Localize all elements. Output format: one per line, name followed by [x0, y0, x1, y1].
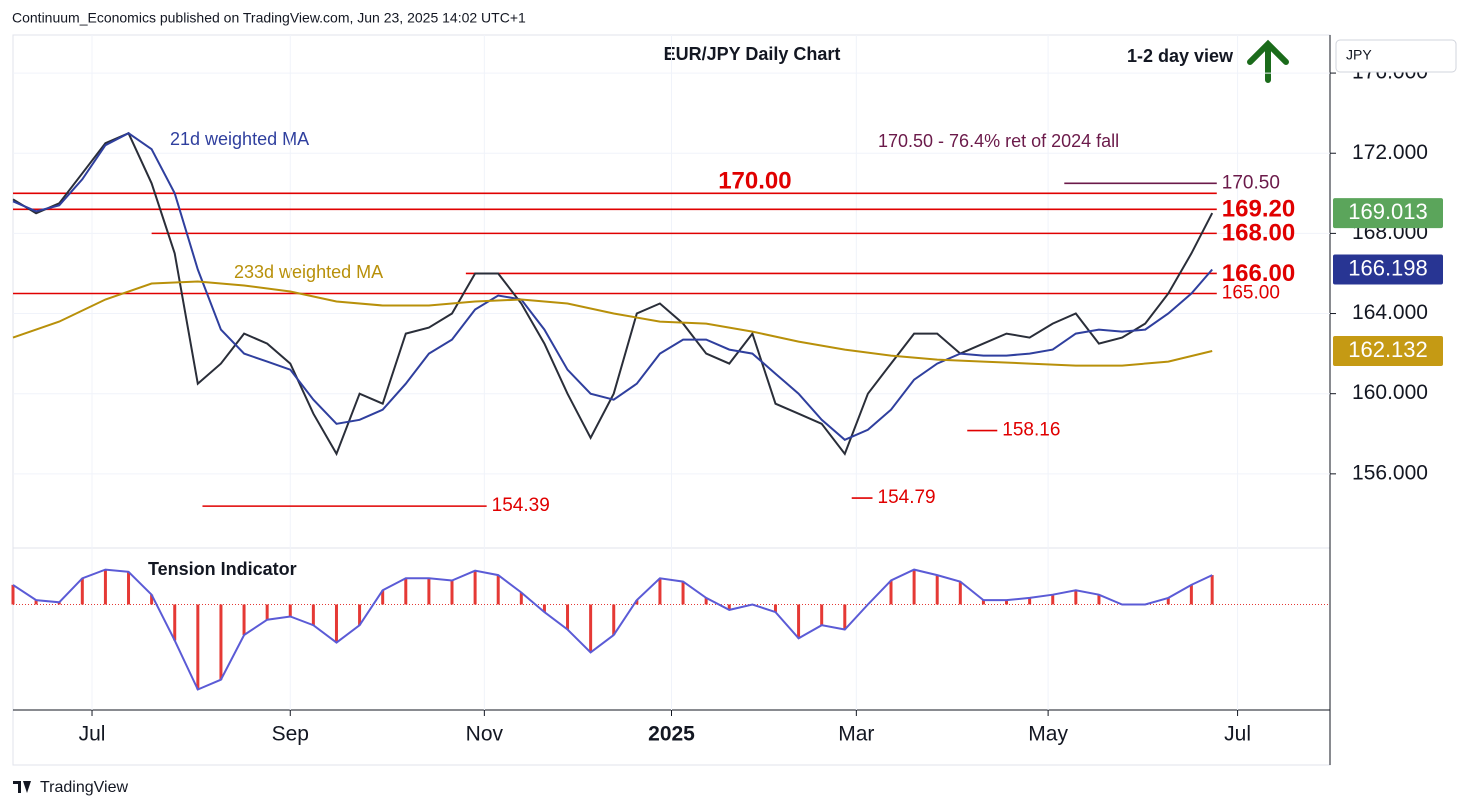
ma21-label: 21d weighted MA [170, 129, 309, 149]
currency: JPY [1346, 47, 1372, 63]
level-label: 170.50 [1222, 172, 1280, 193]
brand: TradingView [40, 779, 128, 796]
price-line [12, 280, 1213, 367]
indicator-line [12, 568, 1213, 691]
price-tag-label: 166.198 [1348, 255, 1428, 280]
view-label: 1-2 day view [1127, 46, 1234, 66]
indicator-title: Tension Indicator [148, 559, 297, 579]
level-label: 158.16 [1002, 420, 1060, 441]
retracement-note: 170.50 - 76.4% ret of 2024 fall [878, 131, 1119, 151]
y-tick-label: 172.000 [1352, 141, 1428, 164]
price-tag [1333, 335, 1443, 366]
x-tick-label: Jul [79, 723, 106, 746]
ma233-label: 233d weighted MA [234, 262, 383, 282]
x-tick-label: Nov [466, 723, 504, 746]
level-label: 170.00 [718, 168, 791, 195]
header: Continuum_Economics published on Trading… [12, 10, 526, 26]
x-tick-label: Sep [272, 723, 309, 746]
level-label: 168.00 [1222, 220, 1295, 247]
y-tick-label: 160.000 [1352, 381, 1428, 404]
up-arrow [1247, 39, 1289, 83]
price-tag-label: 169.013 [1348, 199, 1428, 224]
x-tick-label: Mar [838, 723, 874, 746]
level-label: 154.79 [878, 487, 936, 508]
x-tick-label: May [1028, 723, 1068, 746]
y-tick-label: 164.000 [1352, 301, 1428, 324]
price-line [12, 131, 1214, 457]
price-tag [1333, 198, 1443, 229]
brand-logo [13, 781, 31, 793]
level-label: 154.39 [492, 495, 550, 516]
price-line [12, 132, 1213, 441]
level-label: 169.20 [1222, 196, 1295, 223]
x-tick-label: Jul [1224, 723, 1251, 746]
y-tick-label: 156.000 [1352, 461, 1428, 484]
x-tick-label: 2025 [648, 723, 695, 746]
price-tag-label: 162.132 [1348, 337, 1428, 362]
level-label: 165.00 [1222, 283, 1280, 304]
currency-box [1335, 39, 1457, 73]
level-label: 166.00 [1222, 260, 1295, 287]
price-tag [1333, 254, 1443, 285]
chart-title: EUR/JPY Daily Chart [664, 44, 841, 64]
